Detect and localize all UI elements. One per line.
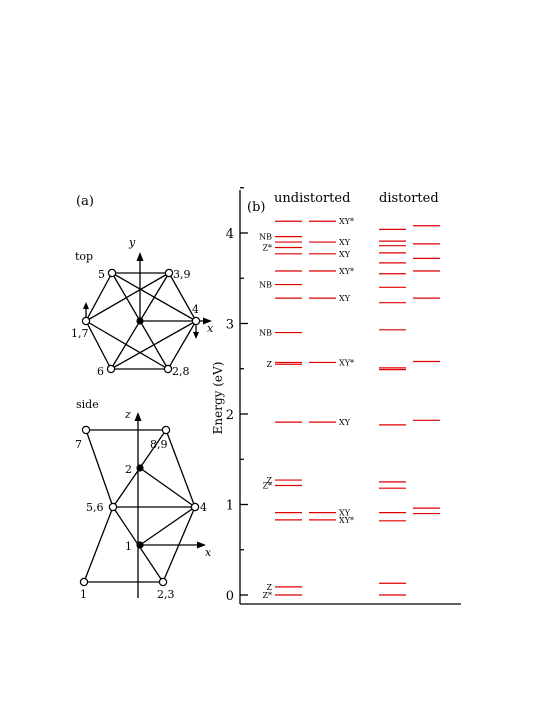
node-label: 1,7	[71, 327, 89, 340]
node-label: 5	[98, 268, 105, 281]
atom-filled	[136, 317, 144, 325]
atom-open	[106, 364, 116, 374]
node-label: 5,6	[86, 501, 104, 514]
level-label: Z	[266, 583, 272, 592]
side-x-label: x	[205, 546, 212, 559]
side-bond	[139, 506, 196, 546]
side-x-arrowhead	[197, 541, 206, 549]
energy-level-chart: (b) undistorted distorted Energy (eV) 0 1…	[211, 187, 461, 605]
side-view-diagram: side z x 7 8,9 2 5,6 4	[75, 398, 212, 601]
atom-open	[190, 502, 200, 512]
level-label: NB	[259, 281, 272, 290]
level-label: NB	[259, 233, 272, 242]
level-label: Z*	[262, 481, 272, 490]
atom-open	[79, 577, 89, 587]
top-bond	[85, 272, 170, 322]
header-undistorted: undistorted	[274, 191, 350, 206]
top-view-diagram: top y x 5 3,9 4 2,8 6 1,7	[71, 236, 214, 378]
y-tick-label: 0	[226, 589, 234, 604]
side-bond	[139, 467, 196, 508]
atom-open	[164, 268, 174, 278]
side-z-label: z	[124, 408, 131, 421]
y-tick-label: 2	[226, 408, 234, 423]
side-bond	[83, 506, 114, 583]
level-label: XY*	[339, 267, 354, 276]
atom-open	[81, 425, 91, 435]
node-label: 3,9	[173, 268, 191, 281]
top-y-label: y	[128, 236, 136, 249]
level-label: Z*	[262, 591, 272, 600]
node-label: 4	[200, 501, 207, 514]
level-label: NB	[259, 329, 272, 338]
node-label: 1	[80, 588, 87, 601]
atom-open	[163, 364, 173, 374]
level-label: XY	[339, 250, 351, 259]
side-z-arrowhead	[134, 412, 142, 421]
top-x-label: x	[207, 322, 214, 335]
panel-a-label: (a)	[76, 194, 94, 209]
level-label: Z	[266, 476, 272, 485]
node-label: 1	[125, 540, 132, 553]
node-label: 2,3	[157, 588, 175, 601]
node-label: 4	[192, 303, 199, 316]
node-label: 2	[125, 463, 132, 476]
y-tick-label: 3	[226, 318, 234, 333]
level-label: Z	[266, 360, 272, 369]
y-axis-label: Energy (eV)	[211, 362, 225, 435]
top-bond	[85, 320, 169, 370]
node-label: 8,9	[150, 438, 168, 451]
header-distorted: distorted	[379, 191, 439, 206]
node-label: 2,8	[172, 365, 190, 378]
level-label: XY	[339, 418, 351, 427]
side-view-title: side	[76, 398, 99, 411]
atom-open	[81, 316, 91, 326]
atom-open	[158, 577, 168, 587]
level-label: XY	[339, 238, 351, 247]
atom-open	[161, 425, 171, 435]
y-tick-label: 1	[226, 499, 234, 514]
y-ticks: 0 1 2 3 4	[226, 187, 248, 604]
top-view-title: top	[75, 250, 93, 263]
level-label: Z*	[262, 243, 272, 252]
level-label: XY	[339, 294, 351, 303]
node-label: 6	[97, 365, 104, 378]
atom-open	[108, 502, 118, 512]
side-bond	[165, 429, 196, 508]
level-label: XY	[339, 509, 351, 518]
displacement-arrowhead	[83, 302, 89, 309]
top-bond	[110, 320, 197, 370]
panel-b-label: (b)	[247, 200, 265, 215]
atom-filled	[136, 464, 144, 472]
y-tick-label: 4	[226, 227, 234, 242]
atom-open	[191, 316, 201, 326]
node-label: 7	[75, 438, 82, 451]
top-bond	[111, 272, 197, 322]
level-label: XY*	[339, 516, 354, 525]
displacement-arrowhead	[193, 332, 199, 339]
atom-filled	[136, 541, 144, 549]
level-label: XY*	[339, 358, 354, 367]
side-bond	[85, 429, 114, 508]
top-x-arrowhead	[203, 317, 212, 325]
top-y-arrowhead	[136, 252, 144, 261]
atom-open	[107, 268, 117, 278]
level-label: XY*	[339, 217, 354, 226]
